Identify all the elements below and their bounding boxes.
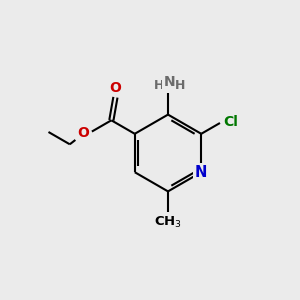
Text: H: H: [175, 79, 185, 92]
Text: H: H: [154, 79, 164, 92]
Text: Cl: Cl: [223, 115, 238, 128]
Text: O: O: [77, 126, 89, 140]
Text: N: N: [164, 76, 175, 89]
Text: N: N: [195, 165, 207, 180]
Text: CH$_3$: CH$_3$: [154, 214, 182, 230]
Text: O: O: [110, 81, 122, 95]
